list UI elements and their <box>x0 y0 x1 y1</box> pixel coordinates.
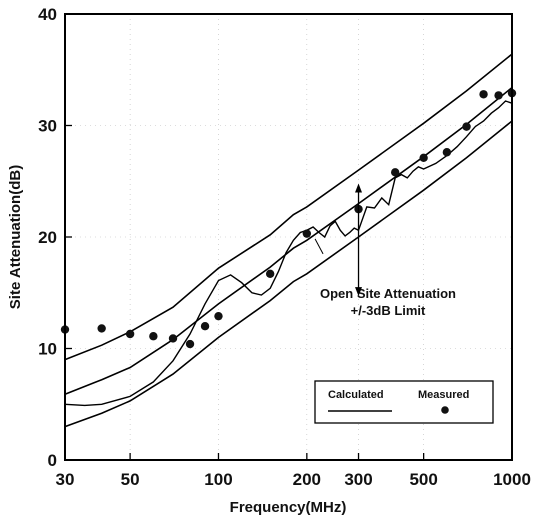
measured-point <box>149 332 158 341</box>
x-tick-label: 50 <box>121 470 140 489</box>
x-tick-label: 200 <box>293 470 321 489</box>
x-tick-label: 500 <box>409 470 437 489</box>
legend-label-calculated: Calculated <box>328 389 384 401</box>
measured-points <box>60 88 517 349</box>
axis-ticks: 30 50 100 200 300 500 1000 0 10 20 30 40 <box>38 5 531 489</box>
y-tick-label: 0 <box>48 451 57 470</box>
nominal-line <box>64 86 513 395</box>
measured-point <box>462 122 471 131</box>
x-tick-label: 1000 <box>493 470 531 489</box>
measured-point <box>442 148 452 157</box>
y-tick-label: 40 <box>38 5 57 24</box>
measured-point <box>479 90 488 99</box>
measured-point <box>185 339 195 349</box>
legend-label-measured: Measured <box>418 389 469 401</box>
legend: Calculated Measured <box>314 380 494 424</box>
measured-point <box>494 91 503 100</box>
y-tick-label: 30 <box>38 117 57 136</box>
x-tick-label: 100 <box>204 470 232 489</box>
annotation-arrowhead-down <box>355 287 363 297</box>
annotation-line-2: +/-3dB Limit <box>351 303 426 318</box>
series-layer <box>64 53 513 428</box>
legend-box <box>314 380 494 424</box>
annotation-leader <box>314 238 324 255</box>
y-tick-label: 10 <box>38 340 57 359</box>
annotation: Open Site Attenuation +/-3dB Limit <box>314 183 456 318</box>
measured-point <box>419 153 428 163</box>
annotation-line-1: Open Site Attenuation <box>320 286 456 301</box>
measured-point <box>390 168 400 177</box>
lower-line <box>64 120 513 428</box>
measured-point <box>302 229 312 238</box>
measured-point <box>97 324 106 333</box>
measured-point <box>125 329 135 339</box>
measured-point <box>200 322 210 331</box>
measured-point <box>265 269 275 278</box>
y-axis-title: Site Attenuation(dB) <box>7 165 24 309</box>
x-tick-label: 300 <box>344 470 372 489</box>
x-tick-label: 30 <box>56 470 75 489</box>
measured-point <box>168 334 178 343</box>
measured-point <box>214 311 223 321</box>
x-axis-title: Frequency(MHz) <box>230 499 347 516</box>
annotation-arrowhead-up <box>355 183 363 193</box>
legend-swatch-measured <box>441 406 449 414</box>
upper-line <box>64 53 513 361</box>
y-tick-label: 20 <box>38 228 57 247</box>
